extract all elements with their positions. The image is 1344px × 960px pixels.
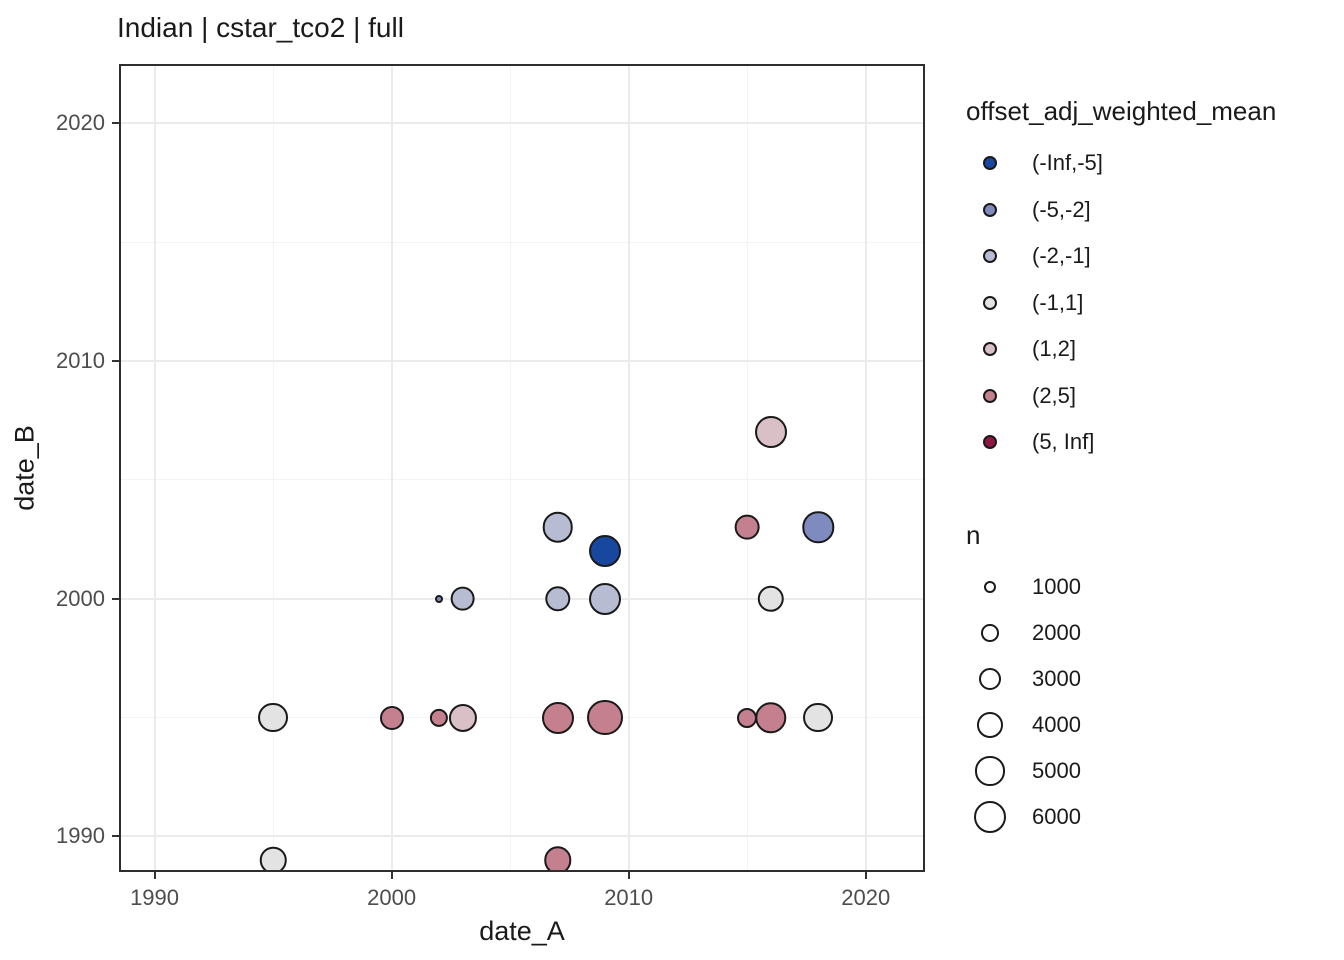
- x-gridline-minor: [746, 66, 748, 870]
- x-tick: [864, 872, 867, 879]
- data-point: [586, 699, 623, 736]
- data-point: [429, 708, 449, 727]
- data-point: [258, 702, 289, 733]
- size-legend-label: 4000: [1032, 712, 1081, 737]
- y-gridline-major: [121, 360, 923, 363]
- y-gridline-minor: [121, 717, 923, 719]
- color-legend-title: offset_adj_weighted_mean: [966, 96, 1277, 126]
- y-gridline-major: [121, 122, 923, 125]
- y-gridline-minor: [121, 479, 923, 481]
- size-legend-label: 2000: [1032, 620, 1081, 645]
- size-legend-item: 4000: [966, 705, 1326, 745]
- size-legend-item: 3000: [966, 659, 1326, 699]
- y-axis-title: date_B: [9, 425, 40, 511]
- x-gridline-minor: [509, 66, 511, 870]
- color-legend-item: (-Inf,-5]: [966, 143, 1326, 183]
- data-point: [588, 582, 621, 615]
- y-tick: [112, 597, 119, 600]
- data-point: [757, 585, 785, 612]
- chart-title: Indian | cstar_tco2 | full: [117, 12, 404, 43]
- y-gridline-major: [121, 835, 923, 838]
- x-gridline-major: [627, 66, 630, 870]
- color-swatch-circle: [983, 342, 997, 356]
- size-legend-label: 3000: [1032, 666, 1081, 691]
- color-legend-label: (-Inf,-5]: [1032, 150, 1103, 175]
- y-tick-label: 2010: [56, 348, 105, 374]
- color-legend-item: (5, Inf]: [966, 422, 1326, 462]
- data-point: [734, 515, 760, 540]
- size-legend-title: n: [966, 520, 981, 550]
- size-legend-item: 1000: [966, 567, 1326, 607]
- size-legend-label: 5000: [1032, 758, 1081, 783]
- data-point: [450, 586, 476, 612]
- color-swatch-circle: [983, 249, 997, 263]
- x-gridline-major: [153, 66, 156, 870]
- color-legend-label: (5, Inf]: [1032, 429, 1095, 454]
- plot-panel: [119, 64, 925, 872]
- size-legend-item: 2000: [966, 613, 1326, 653]
- x-tick-label: 2010: [604, 885, 654, 910]
- color-swatch-circle: [983, 202, 997, 217]
- color-legend-item: (-5,-2]: [966, 190, 1326, 230]
- y-tick-label: 1990: [56, 823, 105, 849]
- size-swatch-circle: [975, 756, 1005, 786]
- data-point: [541, 701, 574, 734]
- color-legend-item: (-1,1]: [966, 283, 1326, 323]
- size-legend-label: 1000: [1032, 574, 1081, 599]
- data-point: [435, 594, 443, 603]
- color-legend-item: (-2,-1]: [966, 236, 1326, 276]
- data-point: [543, 846, 572, 870]
- size-swatch-circle: [977, 712, 1003, 738]
- data-point: [803, 702, 834, 733]
- y-tick: [112, 835, 119, 838]
- size-swatch-circle: [978, 667, 1002, 691]
- y-gridline-major: [121, 597, 923, 600]
- color-legend-label: (2,5]: [1032, 382, 1077, 408]
- y-tick: [112, 122, 119, 125]
- data-point: [754, 416, 787, 449]
- data-point: [802, 511, 835, 544]
- data-point: [544, 585, 571, 612]
- x-tick-label: 2020: [841, 885, 891, 910]
- x-axis-title: date_A: [479, 916, 565, 946]
- x-tick: [627, 872, 630, 879]
- x-gridline-major: [864, 66, 867, 870]
- size-swatch-circle: [983, 580, 996, 593]
- color-swatch-circle: [983, 435, 997, 449]
- color-legend-item: (2,5]: [966, 376, 1326, 416]
- x-tick-label: 1990: [130, 885, 180, 910]
- y-gridline-minor: [121, 241, 923, 243]
- x-tick: [153, 872, 156, 879]
- data-point: [588, 535, 621, 568]
- color-swatch-circle: [983, 156, 997, 170]
- y-tick-label: 2000: [56, 585, 105, 611]
- color-swatch-circle: [983, 388, 997, 403]
- data-point: [448, 703, 477, 732]
- x-tick-label: 2000: [367, 885, 417, 910]
- size-legend-label: 6000: [1032, 804, 1081, 829]
- color-legend-label: (-5,-2]: [1032, 196, 1091, 222]
- x-gridline-minor: [272, 66, 274, 870]
- size-swatch-circle: [981, 624, 999, 642]
- data-point: [259, 846, 287, 870]
- data-point: [755, 701, 787, 734]
- size-swatch-circle: [974, 801, 1006, 833]
- data-point: [542, 512, 573, 543]
- x-gridline-major: [390, 66, 393, 870]
- data-point: [379, 705, 404, 730]
- y-tick: [112, 360, 119, 363]
- color-legend-label: (-2,-1]: [1032, 243, 1091, 268]
- color-legend-label: (1,2]: [1032, 336, 1077, 361]
- color-legend-label: (-1,1]: [1032, 289, 1084, 315]
- size-legend-item: 5000: [966, 751, 1326, 791]
- color-legend-item: (1,2]: [966, 329, 1326, 369]
- x-tick: [390, 872, 393, 879]
- y-tick-label: 2020: [56, 110, 105, 136]
- color-swatch-circle: [983, 295, 997, 310]
- size-legend-item: 6000: [966, 797, 1326, 837]
